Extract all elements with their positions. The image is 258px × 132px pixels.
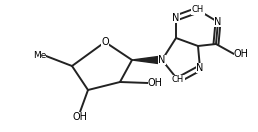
Text: CH: CH bbox=[192, 6, 204, 15]
Text: N: N bbox=[214, 17, 222, 27]
Text: N: N bbox=[158, 55, 166, 65]
Text: N: N bbox=[172, 13, 180, 23]
Text: O: O bbox=[101, 37, 109, 47]
Text: N: N bbox=[196, 63, 204, 73]
Text: OH: OH bbox=[148, 78, 163, 88]
Text: Me: Me bbox=[33, 51, 46, 60]
Polygon shape bbox=[132, 56, 162, 64]
Text: OH: OH bbox=[72, 112, 87, 122]
Text: OH: OH bbox=[234, 49, 249, 59]
Text: CH: CH bbox=[172, 76, 184, 84]
